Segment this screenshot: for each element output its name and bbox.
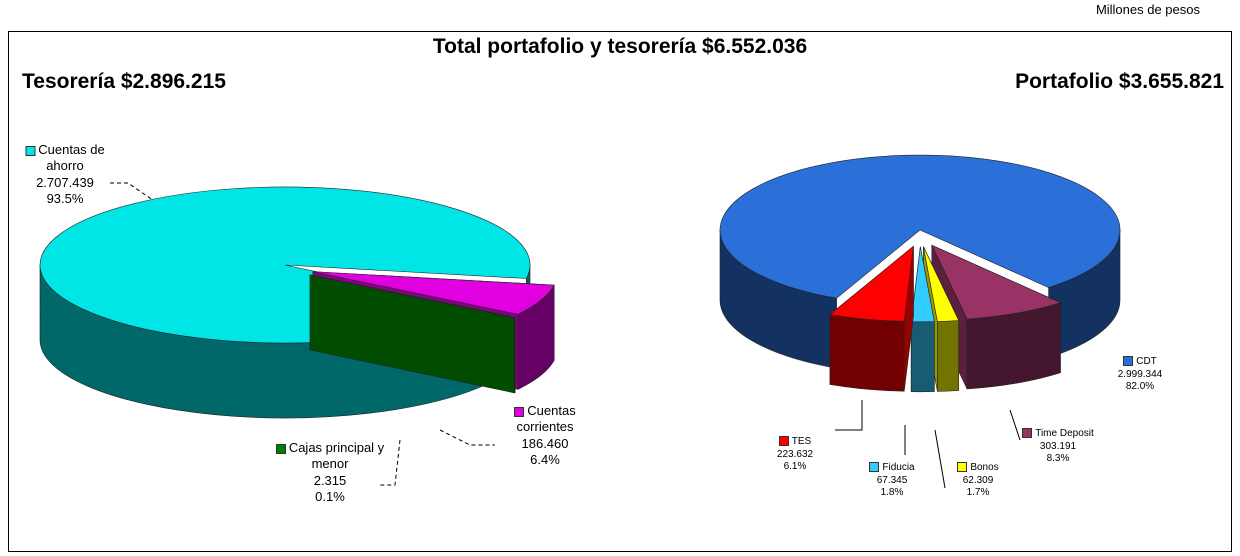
- label-name: CDT: [1136, 356, 1157, 367]
- label-name: TES: [791, 436, 812, 447]
- pie-title: Portafolio $3.655.821: [1015, 70, 1224, 93]
- data-label: TES 223.632 6.1%: [770, 436, 820, 474]
- label-value: 2.707.439: [36, 174, 94, 190]
- label-name-line: Fiducia: [867, 462, 917, 475]
- label-value: 62.309: [962, 474, 994, 486]
- label-name-line: Bonos: [953, 462, 1003, 475]
- label-value: 2.315: [313, 472, 347, 488]
- label-name-line: Cuentas de ahorro: [18, 142, 113, 175]
- data-label: Time Deposit 303.191 8.3%: [1018, 428, 1098, 466]
- data-label: CDT 2.999.344 82.0%: [1110, 356, 1170, 394]
- legend-swatch: [869, 462, 880, 473]
- label-name-line: Cuentas corrientes: [500, 403, 590, 436]
- leader-lines: [835, 400, 1021, 489]
- label-name-line: TES: [770, 436, 820, 449]
- label-value: 186.460: [521, 435, 569, 451]
- legend-swatch: [514, 406, 525, 417]
- pie-slice: [931, 244, 1062, 320]
- slice-side: [937, 320, 959, 392]
- legend-swatch: [778, 436, 789, 447]
- label-name-line: Time Deposit: [1018, 428, 1098, 441]
- legend-swatch: [25, 145, 36, 156]
- label-value: 303.191: [1039, 440, 1077, 452]
- pie-slice: [923, 246, 960, 322]
- label-percent: 6.1%: [783, 461, 807, 472]
- label-percent: 1.7%: [966, 487, 990, 498]
- data-label: Cajas principal y menor 2.315 0.1%: [270, 440, 390, 505]
- pie-slice: [829, 245, 914, 322]
- label-value: 67.345: [876, 474, 908, 486]
- label-percent: 1.8%: [880, 487, 904, 498]
- main-title: Total portafolio y tesorería $6.552.036: [432, 35, 808, 58]
- label-name: Cuentas corrientes: [516, 403, 576, 435]
- data-label: Cuentas de ahorro 2.707.439 93.5%: [18, 142, 113, 207]
- label-percent: 82.0%: [1125, 381, 1155, 392]
- frame: [8, 31, 1232, 552]
- slice-side: [910, 321, 935, 393]
- label-percent: 0.1%: [315, 488, 345, 504]
- label-percent: 93.5%: [46, 190, 84, 206]
- legend-swatch: [275, 443, 286, 454]
- label-name: Time Deposit: [1035, 428, 1094, 439]
- label-name-line: Cajas principal y menor: [270, 440, 390, 473]
- label-percent: 8.3%: [1046, 453, 1070, 464]
- pie: [39, 186, 555, 419]
- data-label: Cuentas corrientes 186.460 6.4%: [500, 403, 590, 468]
- pie-slice: [719, 154, 1121, 299]
- slice-side: [829, 314, 905, 392]
- label-name: Fiducia: [882, 462, 915, 473]
- label-percent: 6.4%: [530, 451, 560, 467]
- label-name: Cuentas de ahorro: [38, 142, 105, 174]
- units-note: Millones de pesos: [1095, 2, 1200, 17]
- label-value: 2.999.344: [1117, 368, 1163, 380]
- pie: [719, 154, 1121, 393]
- label-name-line: CDT: [1110, 356, 1170, 369]
- pie-title: Tesorería $2.896.215: [22, 70, 226, 93]
- pie-slice: [310, 274, 517, 319]
- label-name: Cajas principal y menor: [288, 440, 385, 472]
- label-value: 223.632: [776, 448, 814, 460]
- pie-slice: [312, 271, 555, 315]
- data-label: Bonos 62.309 1.7%: [953, 462, 1003, 500]
- leader-lines: [110, 182, 495, 486]
- legend-swatch: [1123, 356, 1134, 367]
- label-name: Bonos: [970, 462, 999, 473]
- slice-side: [514, 317, 516, 394]
- legend-swatch: [1022, 428, 1033, 439]
- data-label: Fiducia 67.345 1.8%: [867, 462, 917, 500]
- legend-swatch: [957, 462, 968, 473]
